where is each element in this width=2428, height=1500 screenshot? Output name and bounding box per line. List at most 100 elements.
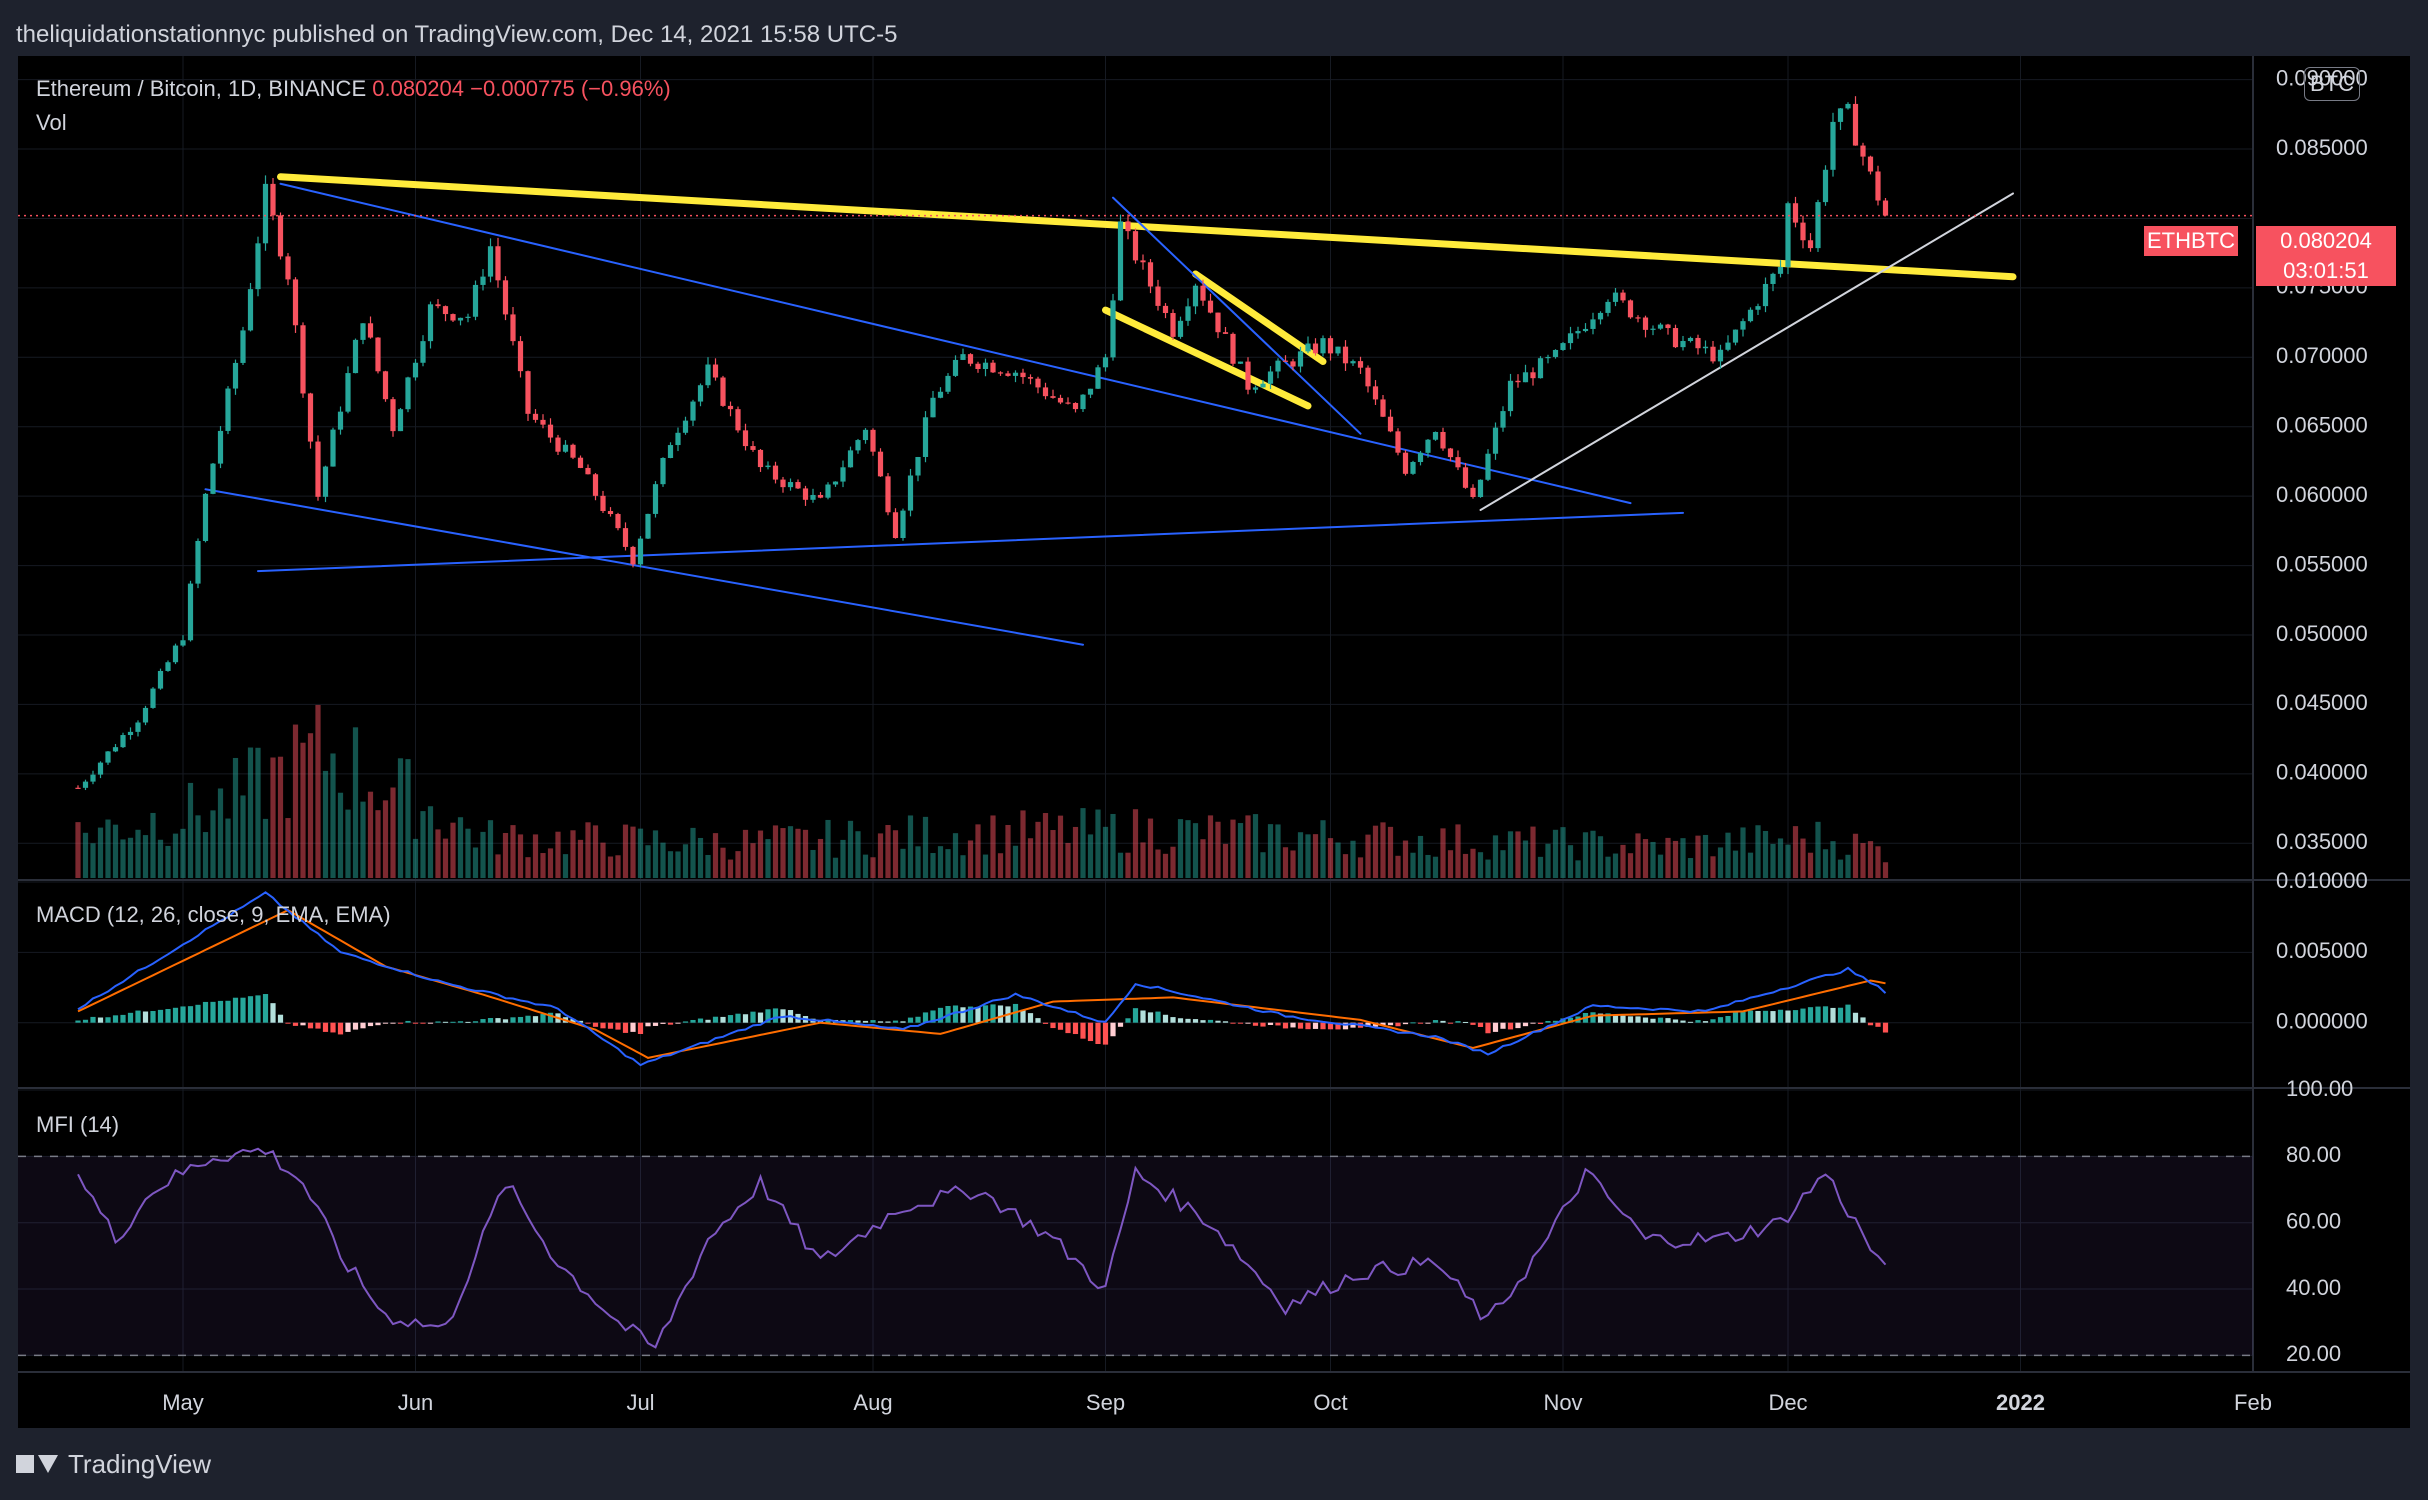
macd-histogram-bar <box>742 1014 749 1023</box>
macd-histogram-bar <box>330 1022 336 1033</box>
candle-body <box>1065 402 1071 404</box>
candle-body <box>202 493 209 541</box>
currency-badge[interactable]: BTC <box>2304 67 2360 101</box>
macd-histogram-bar <box>697 1018 704 1023</box>
candle-body <box>1177 320 1184 337</box>
volume-bar <box>1132 809 1139 878</box>
volume-bar <box>1125 852 1131 878</box>
candle-body <box>195 540 201 584</box>
candle-body <box>322 466 329 497</box>
volume-bar <box>367 791 374 878</box>
volume-bar <box>1500 850 1506 878</box>
candle-body <box>112 747 119 752</box>
volume-bar <box>1117 852 1124 878</box>
volume-bar <box>1102 826 1109 878</box>
volume-bar <box>1492 835 1499 878</box>
macd-histogram-bar <box>997 1005 1004 1023</box>
macd-histogram-bar <box>300 1022 306 1026</box>
candle-body <box>900 510 906 539</box>
candle-body <box>210 463 216 494</box>
volume-bar <box>1800 838 1806 878</box>
candle-body <box>127 731 134 736</box>
candle-body <box>1815 202 1821 249</box>
volume-bar <box>75 822 81 878</box>
macd-histogram-bar <box>307 1022 314 1029</box>
macd-histogram-bar <box>1627 1016 1634 1023</box>
candle-body <box>937 391 944 398</box>
candle-body <box>1552 349 1559 357</box>
macd-histogram-bar <box>1200 1020 1206 1023</box>
volume-bar <box>645 845 651 878</box>
volume-bar <box>885 825 891 878</box>
volume-bar <box>1012 845 1019 878</box>
volume-bar <box>120 839 126 878</box>
volume-bar <box>1837 859 1844 878</box>
macd-histogram-bar <box>1372 1022 1379 1027</box>
macd-histogram-bar <box>1110 1022 1116 1037</box>
candle-body <box>472 284 479 317</box>
volume-bar <box>720 847 726 878</box>
candle-body <box>1350 361 1356 364</box>
candle-body <box>247 289 254 331</box>
time-tick-label: Feb <box>2234 1390 2272 1415</box>
candle-body <box>787 482 794 488</box>
volume-bar <box>1710 856 1716 878</box>
macd-histogram-bar <box>720 1016 726 1023</box>
candle-body <box>1687 337 1694 342</box>
macd-histogram-bar <box>1642 1017 1649 1023</box>
price-tick-label: 0.085000 <box>2276 135 2368 160</box>
candle-body <box>1252 387 1259 390</box>
macd-histogram-bar <box>1612 1015 1619 1023</box>
macd-histogram-bar <box>1515 1022 1521 1029</box>
macd-histogram-bar <box>1222 1021 1229 1023</box>
candle-body <box>1672 328 1679 348</box>
trendline-white <box>1479 192 2014 512</box>
macd-histogram-bar <box>1320 1022 1326 1030</box>
price-badge-value: 0.080204 <box>2280 228 2372 253</box>
candle-body <box>1357 361 1364 368</box>
macd-histogram-bar <box>1477 1022 1484 1027</box>
chart-frame[interactable]: 0.090000 0.085000 0.075000 0.070000 0.065000… <box>18 56 2410 1428</box>
volume-bar <box>960 855 966 878</box>
candle-body <box>1200 285 1206 301</box>
volume-bar <box>1590 830 1596 878</box>
macd-histogram-bar <box>427 1022 434 1024</box>
volume-bar <box>802 829 809 878</box>
candle-body <box>1507 380 1514 412</box>
chart-canvas[interactable]: 0.0900000.0850000.0750000.0700000.065000… <box>18 56 2410 1428</box>
candle-body <box>1027 377 1034 379</box>
volume-bar <box>600 842 606 878</box>
candle-body <box>795 482 801 489</box>
macd-histogram-bar <box>1620 1015 1626 1023</box>
candle-body <box>982 362 989 369</box>
volume-bar <box>772 825 779 878</box>
trendline-blue <box>257 511 1684 573</box>
volume-bar <box>352 727 359 878</box>
macd-histogram-bar <box>1267 1022 1274 1025</box>
candle-body <box>975 363 981 369</box>
macd-histogram-bar <box>1770 1011 1776 1023</box>
macd-histogram-bar <box>157 1009 164 1023</box>
volume-bar <box>480 831 486 878</box>
candle-body <box>1192 285 1199 307</box>
macd-histogram-bar <box>1260 1022 1266 1027</box>
volume-bar <box>180 828 186 878</box>
candle-body <box>307 393 314 442</box>
macd-histogram-bar <box>877 1021 884 1023</box>
footer-brand: TradingView <box>68 1448 212 1479</box>
candle-body <box>1567 333 1574 344</box>
macd-histogram-bar <box>645 1022 651 1027</box>
volume-bar <box>390 787 396 878</box>
candle-body <box>1237 361 1244 364</box>
mfi-band-fill <box>18 1156 2253 1356</box>
volume-bar <box>832 857 839 878</box>
trendline-yellow <box>277 173 2017 281</box>
candle-body <box>337 411 344 430</box>
macd-histogram-bar <box>1402 1022 1409 1025</box>
candle-body <box>637 538 644 565</box>
candle-body <box>922 417 929 457</box>
macd-histogram-bar <box>1132 1008 1139 1023</box>
candle-body <box>1327 338 1334 354</box>
macd-histogram-bar <box>1800 1008 1806 1023</box>
candle-body <box>277 215 284 257</box>
